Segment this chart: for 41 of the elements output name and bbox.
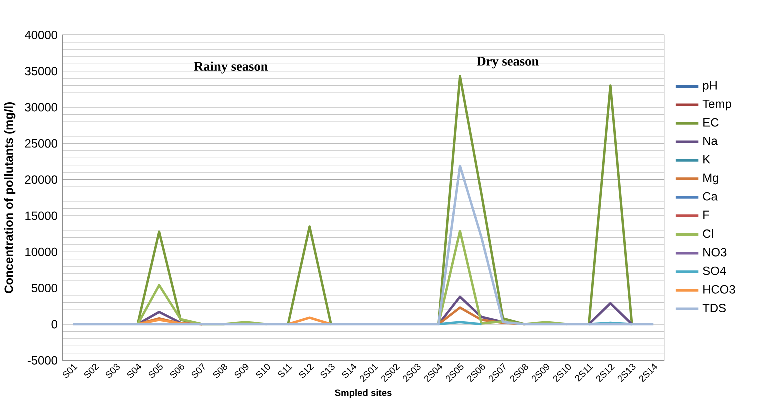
x-tick-label: S04	[127, 364, 142, 378]
y-tick-label: 30000	[25, 103, 58, 112]
legend-label: Mg	[704, 174, 718, 184]
legend-label: TDS	[702, 304, 726, 312]
legend-label: SO4	[703, 266, 726, 276]
x-tick-label: S14	[342, 364, 357, 378]
x-tick-label: S05	[148, 363, 163, 378]
legend-label: Ca	[703, 192, 718, 201]
y-axis-title: Concentration of pollutants (mg/l)	[4, 102, 16, 294]
y-tick-label: 0	[52, 320, 58, 328]
y-tick-label: 10000	[26, 248, 58, 256]
x-tick-label: S09	[234, 364, 249, 378]
y-tick-label: 35000	[25, 66, 58, 76]
x-axis-title: Smpled sites	[335, 389, 392, 398]
legend-label: EC	[704, 118, 719, 127]
y-tick-label: 15000	[26, 212, 58, 220]
annotation: Rainy season	[194, 61, 268, 74]
legend-label: K	[704, 155, 710, 164]
x-tick-label: S01	[62, 364, 78, 378]
x-tick-label: S02	[84, 364, 100, 378]
legend-label: F	[704, 210, 710, 219]
x-tick-label: S07	[192, 363, 206, 378]
x-tick-label: S06	[170, 364, 184, 378]
legend-label: Na	[704, 136, 718, 146]
y-tick-label: 25000	[25, 139, 58, 148]
y-tick-label: 20000	[25, 175, 58, 184]
y-tick-label: -5000	[28, 356, 58, 365]
x-tick-label: S03	[106, 364, 120, 378]
legend-label: Cl	[703, 229, 714, 238]
legend-label: pH	[703, 81, 717, 92]
x-tick-label: S12	[299, 364, 314, 378]
x-tick-label: S13	[320, 364, 335, 378]
annotation: Dry season	[476, 56, 539, 68]
x-tick-label: S11	[278, 364, 293, 378]
y-tick-label: 5000	[32, 284, 58, 292]
legend-label: HCO3	[704, 285, 736, 294]
x-tick-label: S08	[213, 364, 228, 378]
legend-label: NO3	[704, 248, 727, 257]
x-tick-label: S10	[256, 364, 270, 378]
legend-label: Temp	[702, 100, 732, 110]
y-tick-label: 40000	[25, 30, 58, 40]
